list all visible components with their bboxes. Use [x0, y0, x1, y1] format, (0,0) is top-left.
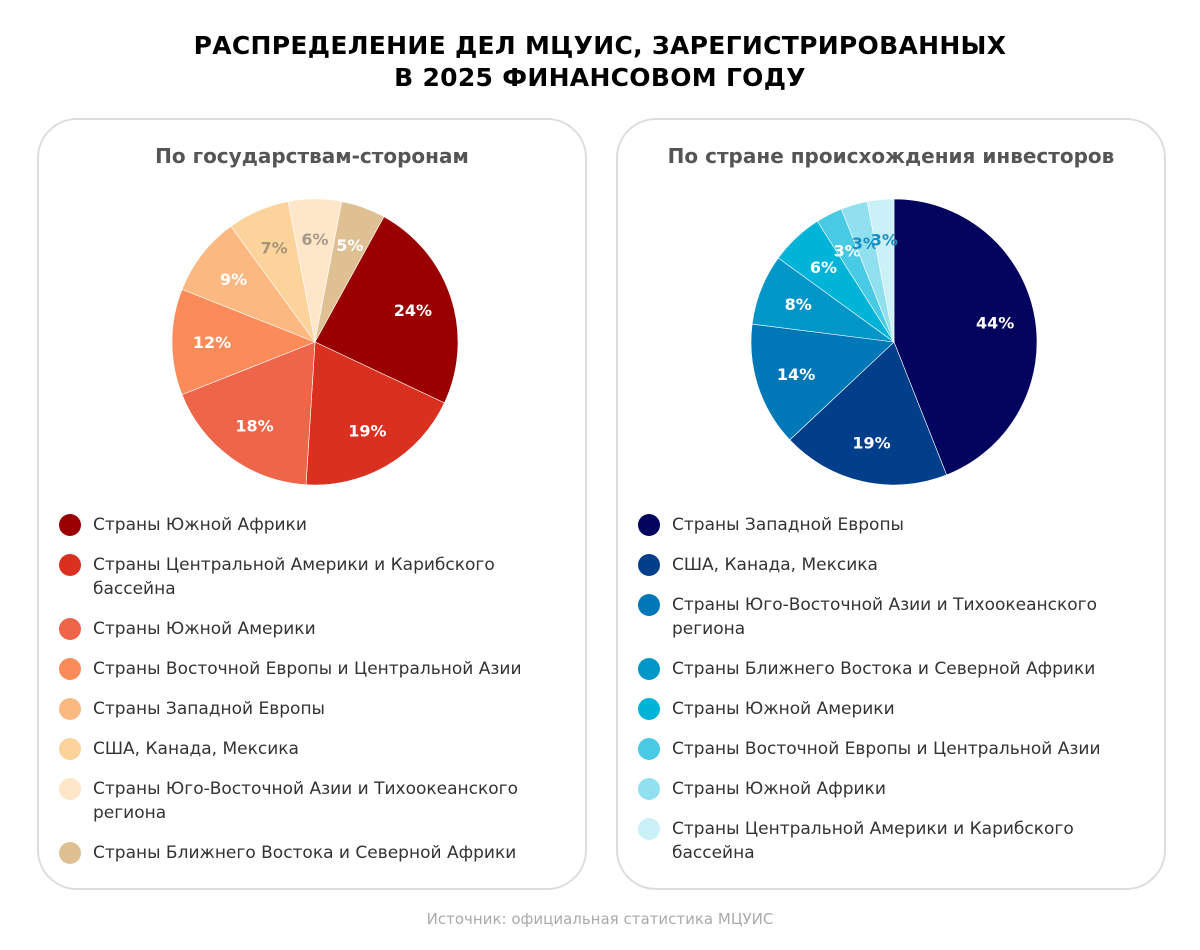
slice-label: 7% — [261, 239, 288, 258]
legend-item: Страны Ближнего Востока и Северной Африк… — [59, 841, 579, 865]
slice-label: 6% — [301, 230, 328, 249]
pie-chart: 24% 19% 18% 12% 9% 7% 6% 5% — [171, 198, 459, 486]
panel-title: По государствам-сторонам — [155, 144, 469, 168]
legend-swatch — [59, 778, 81, 800]
legend-label: Страны Центральной Америки и Карибского … — [672, 819, 1074, 863]
source-note: Источник: официальная статистика МЦУИС — [426, 910, 774, 928]
legend-item: США, Канада, Мексика — [59, 737, 579, 761]
slice-label: 44% — [976, 314, 1014, 333]
legend-item: Страны Южной Америки — [59, 617, 579, 641]
legend-item: Страны Юго-Восточной Азии и Тихоокеанско… — [638, 593, 1158, 641]
pie-chart: 44%19%14%8%6%3%3%3% — [750, 198, 1038, 486]
legend-label: Страны Восточной Европы и Центральной Аз… — [93, 659, 522, 679]
legend-item: Страны Центральной Америки и Карибского … — [638, 817, 1158, 865]
legend-item: США, Канада, Мексика — [638, 553, 1158, 577]
legend-label: Страны Южной Африки — [93, 515, 307, 535]
legend-swatch — [638, 514, 660, 536]
slice-label: 14% — [777, 365, 815, 384]
slice-label: 18% — [235, 416, 273, 435]
slice-label: 24% — [394, 301, 432, 320]
legend-item: Страны Западной Европы — [59, 697, 579, 721]
legend-swatch — [59, 514, 81, 536]
legend-swatch — [59, 618, 81, 640]
panel-title: По стране происхождения инвесторов — [667, 144, 1115, 168]
legend-item: Страны Западной Европы — [638, 513, 1158, 537]
legend-item: Страны Ближнего Востока и Северной Африк… — [638, 657, 1158, 681]
pie-slice — [750, 323, 895, 441]
legend-swatch — [638, 554, 660, 576]
pie-slice — [305, 341, 445, 486]
legend-label: Страны Западной Европы — [672, 515, 904, 535]
slice-label: 9% — [220, 270, 247, 289]
legend-swatch — [638, 658, 660, 680]
legend-item: Страны Восточной Европы и Центральной Аз… — [638, 737, 1158, 761]
legend-swatch — [59, 738, 81, 760]
legend: Страны Западной Европы США, Канада, Мекси… — [638, 513, 1158, 881]
legend-label: Страны Ближнего Востока и Северной Африк… — [672, 659, 1096, 679]
legend-label: США, Канада, Мексика — [672, 555, 878, 575]
legend-label: Страны Центральной Америки и Карибского … — [93, 555, 495, 599]
legend-item: Страны Южной Африки — [638, 777, 1158, 801]
pie-slice — [181, 341, 316, 486]
legend-swatch — [59, 658, 81, 680]
slice-label: 5% — [336, 236, 363, 255]
legend-item: Страны Центральной Америки и Карибского … — [59, 553, 579, 601]
legend-label: Страны Ближнего Востока и Северной Африк… — [93, 843, 517, 863]
slice-label: 12% — [193, 333, 231, 352]
slice-label: 19% — [348, 422, 386, 441]
pie-slice — [893, 198, 1038, 476]
pie-slice — [789, 341, 948, 486]
legend-item: Страны Юго-Восточной Азии и Тихоокеанско… — [59, 777, 579, 825]
slice-label: 19% — [852, 433, 890, 452]
legend-label: Страны Южной Америки — [93, 619, 316, 639]
pie-slice — [314, 201, 385, 343]
legend-swatch — [59, 842, 81, 864]
chart-title: РАСПРЕДЕЛЕНИЕ ДЕЛ МЦУИС, ЗАРЕГИСТРИРОВАН… — [0, 30, 1200, 94]
legend-item: Страны Южной Америки — [638, 697, 1158, 721]
legend-swatch — [638, 698, 660, 720]
legend-swatch — [638, 738, 660, 760]
slice-label: 6% — [810, 258, 837, 277]
slice-label: 3% — [834, 241, 861, 260]
legend-swatch — [638, 778, 660, 800]
slice-label: 8% — [785, 295, 812, 314]
legend-item: Страны Южной Африки — [59, 513, 579, 537]
legend-swatch — [638, 594, 660, 616]
legend-swatch — [59, 554, 81, 576]
pie-slice — [314, 216, 459, 404]
legend-label: Страны Южной Африки — [672, 779, 886, 799]
legend-label: Страны Юго-Восточной Азии и Тихоокеанско… — [672, 595, 1097, 639]
legend: Страны Южной Африки Страны Центральной Ам… — [59, 513, 579, 881]
pie-slice — [171, 288, 316, 396]
title-line-2: В 2025 ФИНАНСОВОМ ГОДУ — [394, 63, 806, 92]
legend-label: Страны Юго-Восточной Азии и Тихоокеанско… — [93, 779, 518, 823]
legend-item: Страны Восточной Европы и Центральной Аз… — [59, 657, 579, 681]
legend-swatch — [638, 818, 660, 840]
legend-label: Страны Южной Америки — [672, 699, 895, 719]
slice-label: 3% — [871, 230, 898, 249]
legend-label: Страны Восточной Европы и Центральной Аз… — [672, 739, 1101, 759]
panel-by-state-parties: По государствам-сторонам 24% 19% 18% 12% 9% 7… — [37, 118, 587, 890]
legend-label: США, Канада, Мексика — [93, 739, 299, 759]
slice-label: 3% — [852, 234, 879, 253]
panel-by-investor-origin: По стране происхождения инвесторов 44% 19… — [616, 118, 1166, 890]
legend-swatch — [59, 698, 81, 720]
title-line-1: РАСПРЕДЕЛЕНИЕ ДЕЛ МЦУИС, ЗАРЕГИСТРИРОВАН… — [193, 31, 1007, 60]
legend-label: Страны Западной Европы — [93, 699, 325, 719]
pie-slice — [181, 225, 316, 343]
pie-slice — [866, 198, 895, 343]
